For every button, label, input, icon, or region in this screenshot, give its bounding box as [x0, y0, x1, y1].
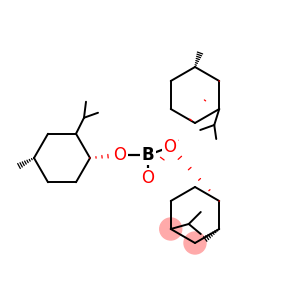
Text: O: O: [142, 169, 154, 187]
Text: O: O: [113, 146, 127, 164]
Circle shape: [184, 232, 206, 254]
Circle shape: [160, 218, 182, 240]
Text: O: O: [164, 138, 176, 156]
Text: B: B: [142, 146, 154, 164]
